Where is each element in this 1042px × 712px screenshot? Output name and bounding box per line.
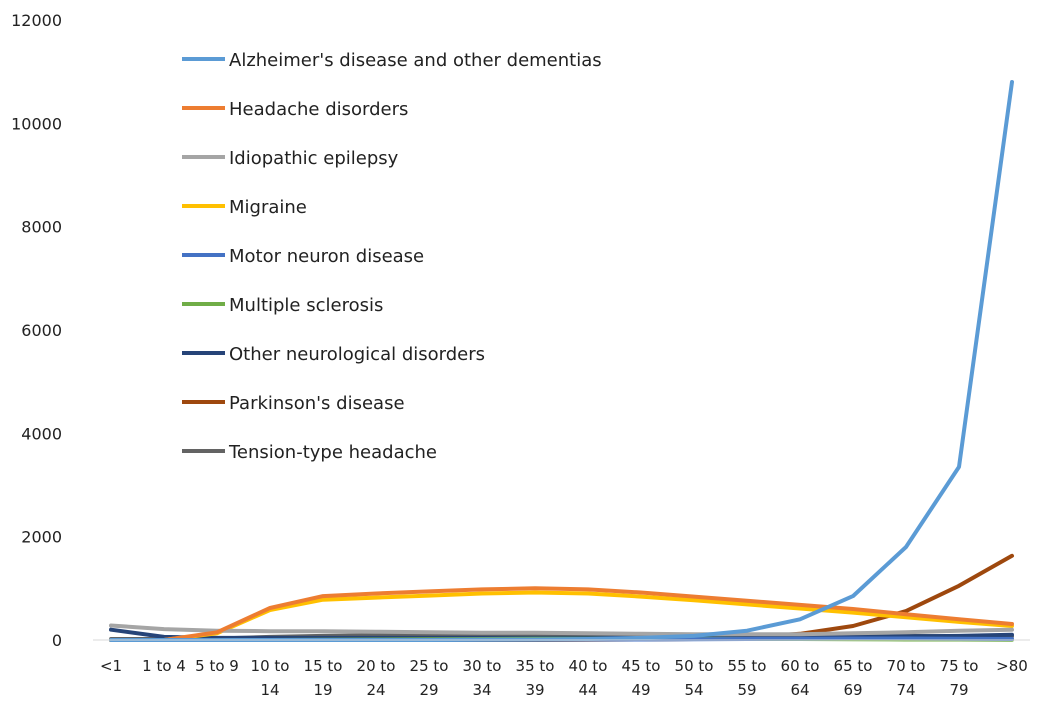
- x-tick-label: 69: [843, 681, 862, 699]
- x-tick-label: 55 to: [728, 657, 767, 675]
- x-tick-label: 20 to: [357, 657, 396, 675]
- x-tick-label: 30 to: [463, 657, 502, 675]
- y-tick-label: 2000: [21, 528, 62, 547]
- y-tick-label: 12000: [11, 11, 62, 30]
- legend-label: Parkinson's disease: [229, 393, 405, 414]
- y-tick-label: 0: [52, 631, 62, 650]
- x-tick-label: 59: [737, 681, 756, 699]
- y-tick-label: 6000: [21, 321, 62, 340]
- legend-label: Idiopathic epilepsy: [229, 148, 399, 169]
- legend-label: Alzheimer's disease and other dementias: [229, 50, 602, 71]
- x-tick-label: 35 to: [516, 657, 555, 675]
- legend-label: Migraine: [229, 197, 307, 218]
- series-line-1: [109, 586, 1014, 642]
- x-tick-label: 24: [366, 681, 385, 699]
- series-line-2: [109, 623, 1014, 637]
- legend-label: Motor neuron disease: [229, 246, 424, 267]
- x-tick-label: 64: [790, 681, 809, 699]
- x-tick-label: 49: [631, 681, 650, 699]
- x-axis-tick-labels: <1 1 to 4 5 to 9 10 to 14 15 to 19 20 to 24 25 to…: [100, 657, 1028, 699]
- x-tick-label: 65 to: [834, 657, 873, 675]
- x-tick-label: 14: [260, 681, 279, 699]
- y-tick-label: 8000: [21, 218, 62, 237]
- x-tick-label: 25 to: [410, 657, 449, 675]
- x-tick-label: 54: [684, 681, 703, 699]
- y-axis-tick-labels: 0 2000 4000 6000 8000 10000 12000: [11, 11, 62, 650]
- legend-label: Other neurological disorders: [229, 344, 485, 365]
- x-tick-label: 19: [313, 681, 332, 699]
- legend-label: Multiple sclerosis: [229, 295, 383, 316]
- x-tick-label: 44: [578, 681, 597, 699]
- x-tick-label: 15 to: [304, 657, 343, 675]
- x-tick-label: 34: [472, 681, 491, 699]
- legend-label: Headache disorders: [229, 99, 408, 120]
- x-tick-label: 1 to 4: [142, 657, 186, 675]
- legend: Alzheimer's disease and other dementias H…: [182, 50, 602, 463]
- x-tick-label: 75 to: [940, 657, 979, 675]
- x-tick-label: 39: [525, 681, 544, 699]
- x-tick-label: 50 to: [675, 657, 714, 675]
- y-tick-label: 10000: [11, 114, 62, 133]
- x-tick-label: 60 to: [781, 657, 820, 675]
- x-tick-label: 79: [949, 681, 968, 699]
- x-tick-label: 29: [419, 681, 438, 699]
- series-line-7: [109, 553, 1014, 642]
- y-tick-label: 4000: [21, 424, 62, 443]
- x-tick-label: 45 to: [622, 657, 661, 675]
- x-tick-label: 5 to 9: [195, 657, 239, 675]
- x-tick-label: >80: [996, 657, 1028, 675]
- x-tick-label: 74: [896, 681, 915, 699]
- x-tick-label: <1: [100, 657, 122, 675]
- x-tick-label: 10 to: [251, 657, 290, 675]
- legend-label: Tension-type headache: [228, 442, 437, 463]
- x-tick-label: 70 to: [887, 657, 926, 675]
- x-tick-label: 40 to: [569, 657, 608, 675]
